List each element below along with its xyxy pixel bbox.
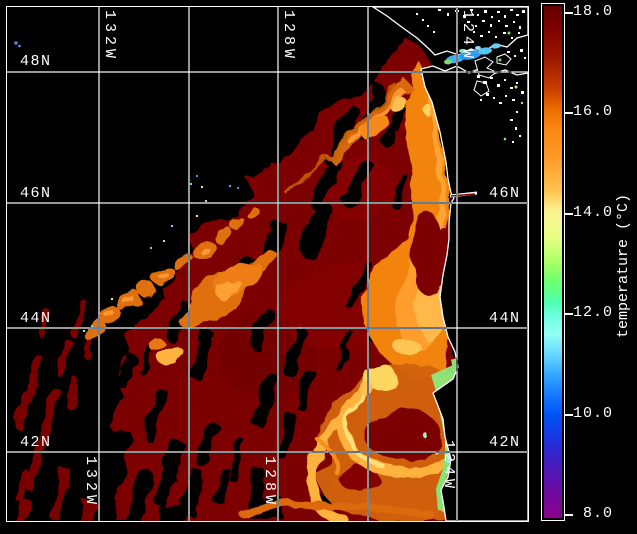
lon-label-top-128w: 128W (280, 10, 297, 63)
colorbar-tick (565, 12, 573, 14)
coastline-land (371, 7, 528, 521)
colorbar-frame (541, 3, 565, 521)
colorbar-tick-label-10: 10.0 (572, 405, 613, 422)
colorbar-tick (565, 514, 573, 516)
colorbar-tick (565, 313, 573, 315)
colorbar-gradient (544, 6, 562, 518)
colorbar-tick-label-8: 8.0 (582, 505, 613, 522)
colorbar-tick-label-18: 18.0 (572, 3, 613, 20)
lon-label-top-124w: 124W (459, 10, 476, 63)
colorbar-tick-label-12: 12.0 (572, 304, 613, 321)
island-outlines (473, 53, 512, 97)
graticule (7, 7, 528, 521)
sst-map-image (7, 7, 528, 521)
coastal-plume (285, 62, 452, 379)
colorbar-tick (565, 414, 573, 416)
orange-filament-band (83, 207, 278, 364)
lon-label-bottom-124w: 124W (440, 440, 457, 493)
lat-label-right-44n: 44N (489, 310, 521, 327)
colorbar-tick-label-14: 14.0 (572, 204, 613, 221)
lat-label-right-46n: 46N (489, 185, 521, 202)
land-cloud-speckles (416, 9, 526, 143)
lat-label-left-48n: 48N (20, 53, 52, 70)
colorbar-tick (565, 112, 573, 114)
lat-label-left-42n: 42N (20, 434, 52, 451)
strait-cold-water (444, 43, 501, 65)
lat-label-left-44n: 44N (20, 310, 52, 327)
colorbar-tick (565, 213, 573, 215)
lat-label-left-46n: 46N (20, 185, 52, 202)
colorbar-title: temperature (°C) (615, 193, 632, 338)
lon-label-bottom-132w: 132W (82, 456, 99, 509)
colorbar-tick-label-16: 16.0 (572, 103, 613, 120)
lon-label-top-132w: 132W (101, 10, 118, 63)
lat-label-right-42n: 42N (489, 434, 521, 451)
lon-label-bottom-128w: 128W (261, 456, 278, 509)
map-frame (6, 6, 529, 522)
small-speckles (14, 31, 524, 332)
